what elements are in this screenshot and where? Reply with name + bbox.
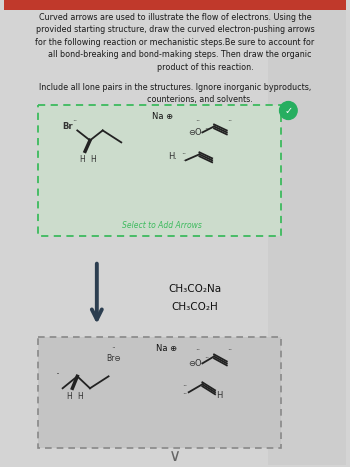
Text: ⊖O: ⊖O: [189, 128, 202, 137]
Text: Select to Add Arrows: Select to Add Arrows: [122, 221, 202, 230]
Text: CH₃CO₂Na: CH₃CO₂Na: [168, 284, 221, 294]
Text: ··: ··: [181, 150, 187, 159]
Text: ··: ··: [204, 354, 209, 363]
Text: ··
Br⊖: ·· Br⊖: [106, 345, 121, 363]
Text: ·: ·: [56, 368, 60, 381]
Text: ··: ··: [195, 117, 200, 126]
Text: Include all lone pairs in the structures. Ignore inorganic byproducts,
         : Include all lone pairs in the structures…: [39, 83, 311, 104]
Text: H: H: [216, 391, 222, 400]
Text: H: H: [66, 392, 72, 401]
Bar: [4, 0, 346, 10]
Text: H: H: [79, 156, 85, 164]
Text: Na ⊕: Na ⊕: [152, 113, 173, 121]
Text: Br: Br: [62, 122, 73, 131]
Text: ··: ··: [227, 117, 232, 126]
Text: ⊖O: ⊖O: [189, 359, 202, 368]
Text: ∨: ∨: [169, 447, 181, 465]
Text: CH₃CO₂H: CH₃CO₂H: [171, 302, 218, 311]
Bar: [38, 337, 281, 448]
Text: Curved arrows are used to illustrate the flow of electrons. Using the
provided s: Curved arrows are used to illustrate the…: [35, 13, 315, 72]
Text: ··: ··: [182, 390, 187, 399]
Text: H.: H.: [168, 152, 176, 161]
Bar: [268, 0, 346, 465]
Circle shape: [280, 101, 297, 120]
Text: ··: ··: [72, 117, 77, 126]
Text: ··: ··: [204, 125, 209, 134]
Text: ··: ··: [227, 346, 232, 355]
Text: ✓: ✓: [284, 106, 292, 115]
Text: ··: ··: [182, 382, 187, 391]
Text: ··: ··: [182, 157, 187, 166]
Bar: [38, 105, 281, 236]
Text: H: H: [90, 156, 96, 164]
Text: ··: ··: [195, 346, 200, 355]
Text: H: H: [77, 392, 83, 401]
Text: Na ⊕: Na ⊕: [156, 345, 177, 354]
